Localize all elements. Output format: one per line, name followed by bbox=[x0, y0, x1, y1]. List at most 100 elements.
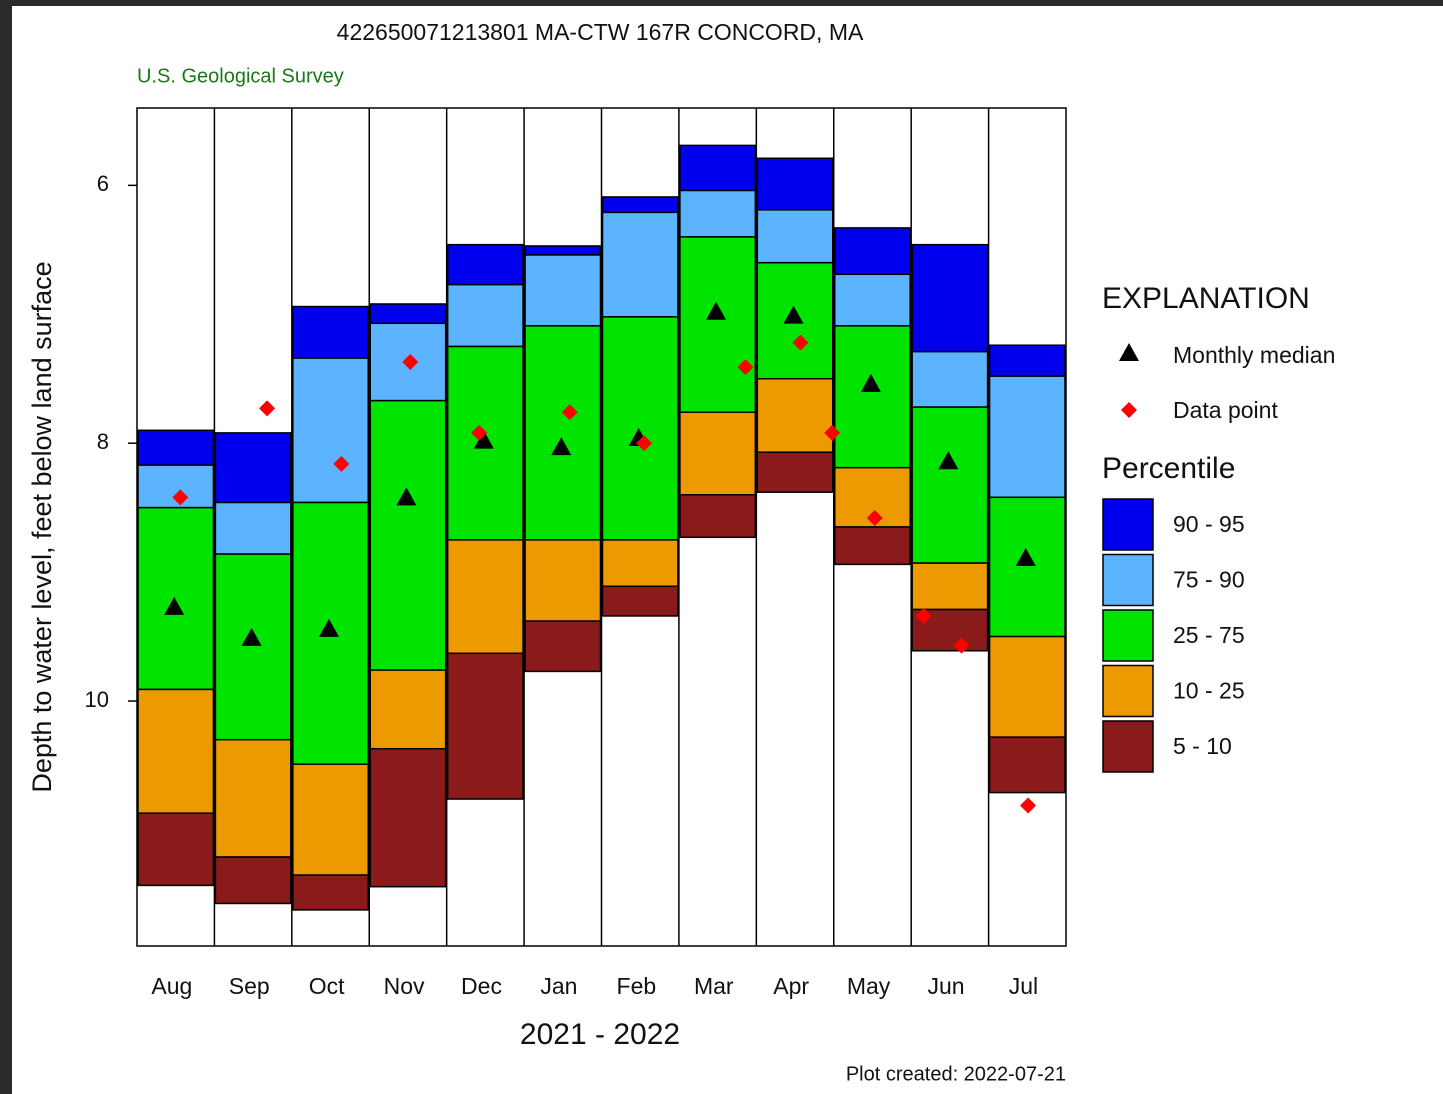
legend-label: 5 - 10 bbox=[1173, 733, 1232, 759]
legend-median-marker bbox=[1119, 343, 1139, 361]
percentile-band bbox=[369, 303, 447, 325]
data-point bbox=[1020, 797, 1037, 814]
percentile-band bbox=[524, 254, 602, 327]
median-marker bbox=[860, 373, 881, 392]
data-point bbox=[172, 489, 189, 506]
data-point bbox=[866, 509, 883, 526]
percentile-band bbox=[137, 506, 215, 691]
legend-label: 25 - 75 bbox=[1173, 622, 1245, 648]
plot-note: Plot created: 2022-07-21 bbox=[846, 1063, 1066, 1085]
median-marker bbox=[1015, 547, 1036, 566]
percentile-band bbox=[756, 451, 834, 493]
percentile-band bbox=[137, 688, 215, 814]
percentile-band bbox=[679, 189, 757, 238]
data-point bbox=[259, 400, 276, 417]
median-marker bbox=[396, 487, 417, 506]
percentile-band bbox=[369, 399, 447, 671]
percentile-band bbox=[524, 620, 602, 673]
median-marker bbox=[706, 301, 727, 320]
legend-swatch bbox=[1102, 609, 1154, 662]
percentile-band bbox=[834, 227, 911, 276]
chart-subtitle: U.S. Geological Survey bbox=[137, 65, 344, 87]
percentile-band bbox=[214, 501, 292, 555]
percentile-band bbox=[988, 496, 1066, 638]
percentile-band bbox=[524, 245, 602, 256]
x-tick-label: Jul bbox=[1009, 973, 1038, 999]
percentile-band bbox=[601, 196, 679, 214]
percentile-band bbox=[369, 747, 447, 888]
x-axis-title: 2021 - 2022 bbox=[520, 1018, 680, 1051]
legend-subtitle: Percentile bbox=[1102, 452, 1235, 485]
y-tick-label: 10 bbox=[85, 687, 109, 712]
y-axis-title: Depth to water level, feet below land su… bbox=[27, 261, 57, 792]
legend-point-marker bbox=[1121, 402, 1137, 418]
percentile-band bbox=[601, 539, 679, 588]
percentile-band bbox=[679, 236, 757, 414]
median-marker bbox=[783, 305, 804, 324]
plot-frame bbox=[136, 107, 1067, 947]
x-tick-label: Apr bbox=[773, 973, 809, 999]
x-tick-label: Dec bbox=[461, 973, 502, 999]
legend-label: 10 - 25 bbox=[1173, 678, 1245, 704]
percentile-band bbox=[679, 411, 757, 496]
x-tick-label: Feb bbox=[617, 973, 657, 999]
legend-title: EXPLANATION bbox=[1102, 282, 1310, 315]
percentile-band bbox=[137, 464, 215, 509]
data-point bbox=[953, 637, 970, 654]
percentile-band bbox=[524, 325, 602, 541]
percentile-band bbox=[988, 736, 1066, 794]
percentile-band bbox=[911, 350, 989, 408]
percentile-band bbox=[756, 209, 834, 264]
percentile-band bbox=[446, 539, 524, 655]
data-point bbox=[737, 359, 754, 376]
data-point bbox=[561, 404, 578, 421]
percentile-band bbox=[911, 406, 989, 564]
percentile-band bbox=[756, 377, 834, 453]
percentile-band bbox=[214, 738, 292, 858]
percentile-band bbox=[292, 874, 370, 911]
legend-label: 75 - 90 bbox=[1173, 567, 1245, 593]
percentile-band bbox=[446, 243, 524, 286]
x-tick-label: Jun bbox=[927, 973, 964, 999]
data-point bbox=[402, 353, 419, 370]
x-tick-label: Mar bbox=[694, 973, 734, 999]
legend-swatch bbox=[1102, 720, 1154, 773]
percentile-band bbox=[446, 283, 524, 348]
percentile-band bbox=[988, 375, 1066, 499]
percentile-band bbox=[369, 669, 447, 750]
percentile-band bbox=[524, 539, 602, 622]
legend-label: Monthly median bbox=[1173, 342, 1335, 368]
x-tick-label: Aug bbox=[151, 973, 192, 999]
median-marker bbox=[164, 596, 185, 615]
median-marker bbox=[473, 430, 494, 449]
x-tick-label: Nov bbox=[384, 973, 425, 999]
median-marker bbox=[938, 451, 959, 470]
percentile-band bbox=[292, 357, 370, 504]
percentile-band bbox=[214, 553, 292, 741]
percentile-band bbox=[911, 562, 989, 611]
data-point bbox=[471, 424, 488, 441]
percentile-band bbox=[214, 856, 292, 905]
percentile-band bbox=[601, 585, 679, 617]
data-point bbox=[915, 607, 932, 624]
percentile-band bbox=[679, 144, 757, 192]
median-marker bbox=[551, 437, 572, 456]
x-tick-label: Jan bbox=[540, 973, 577, 999]
legend-label: 90 - 95 bbox=[1173, 511, 1245, 537]
legend-swatch bbox=[1102, 498, 1154, 551]
percentile-band bbox=[679, 494, 757, 539]
percentile-band bbox=[911, 243, 989, 353]
legend-swatch bbox=[1102, 664, 1154, 718]
percentile-band bbox=[988, 635, 1066, 738]
median-marker bbox=[318, 618, 339, 637]
percentile-band bbox=[292, 305, 370, 359]
chart-title: 422650071213801 MA-CTW 167R CONCORD, MA bbox=[337, 19, 864, 45]
data-point bbox=[824, 424, 841, 441]
data-point bbox=[792, 334, 809, 351]
percentile-band bbox=[292, 763, 370, 876]
y-tick-label: 8 bbox=[97, 429, 109, 454]
percentile-band bbox=[214, 432, 292, 504]
percentile-band bbox=[601, 211, 679, 318]
data-point bbox=[636, 435, 653, 452]
